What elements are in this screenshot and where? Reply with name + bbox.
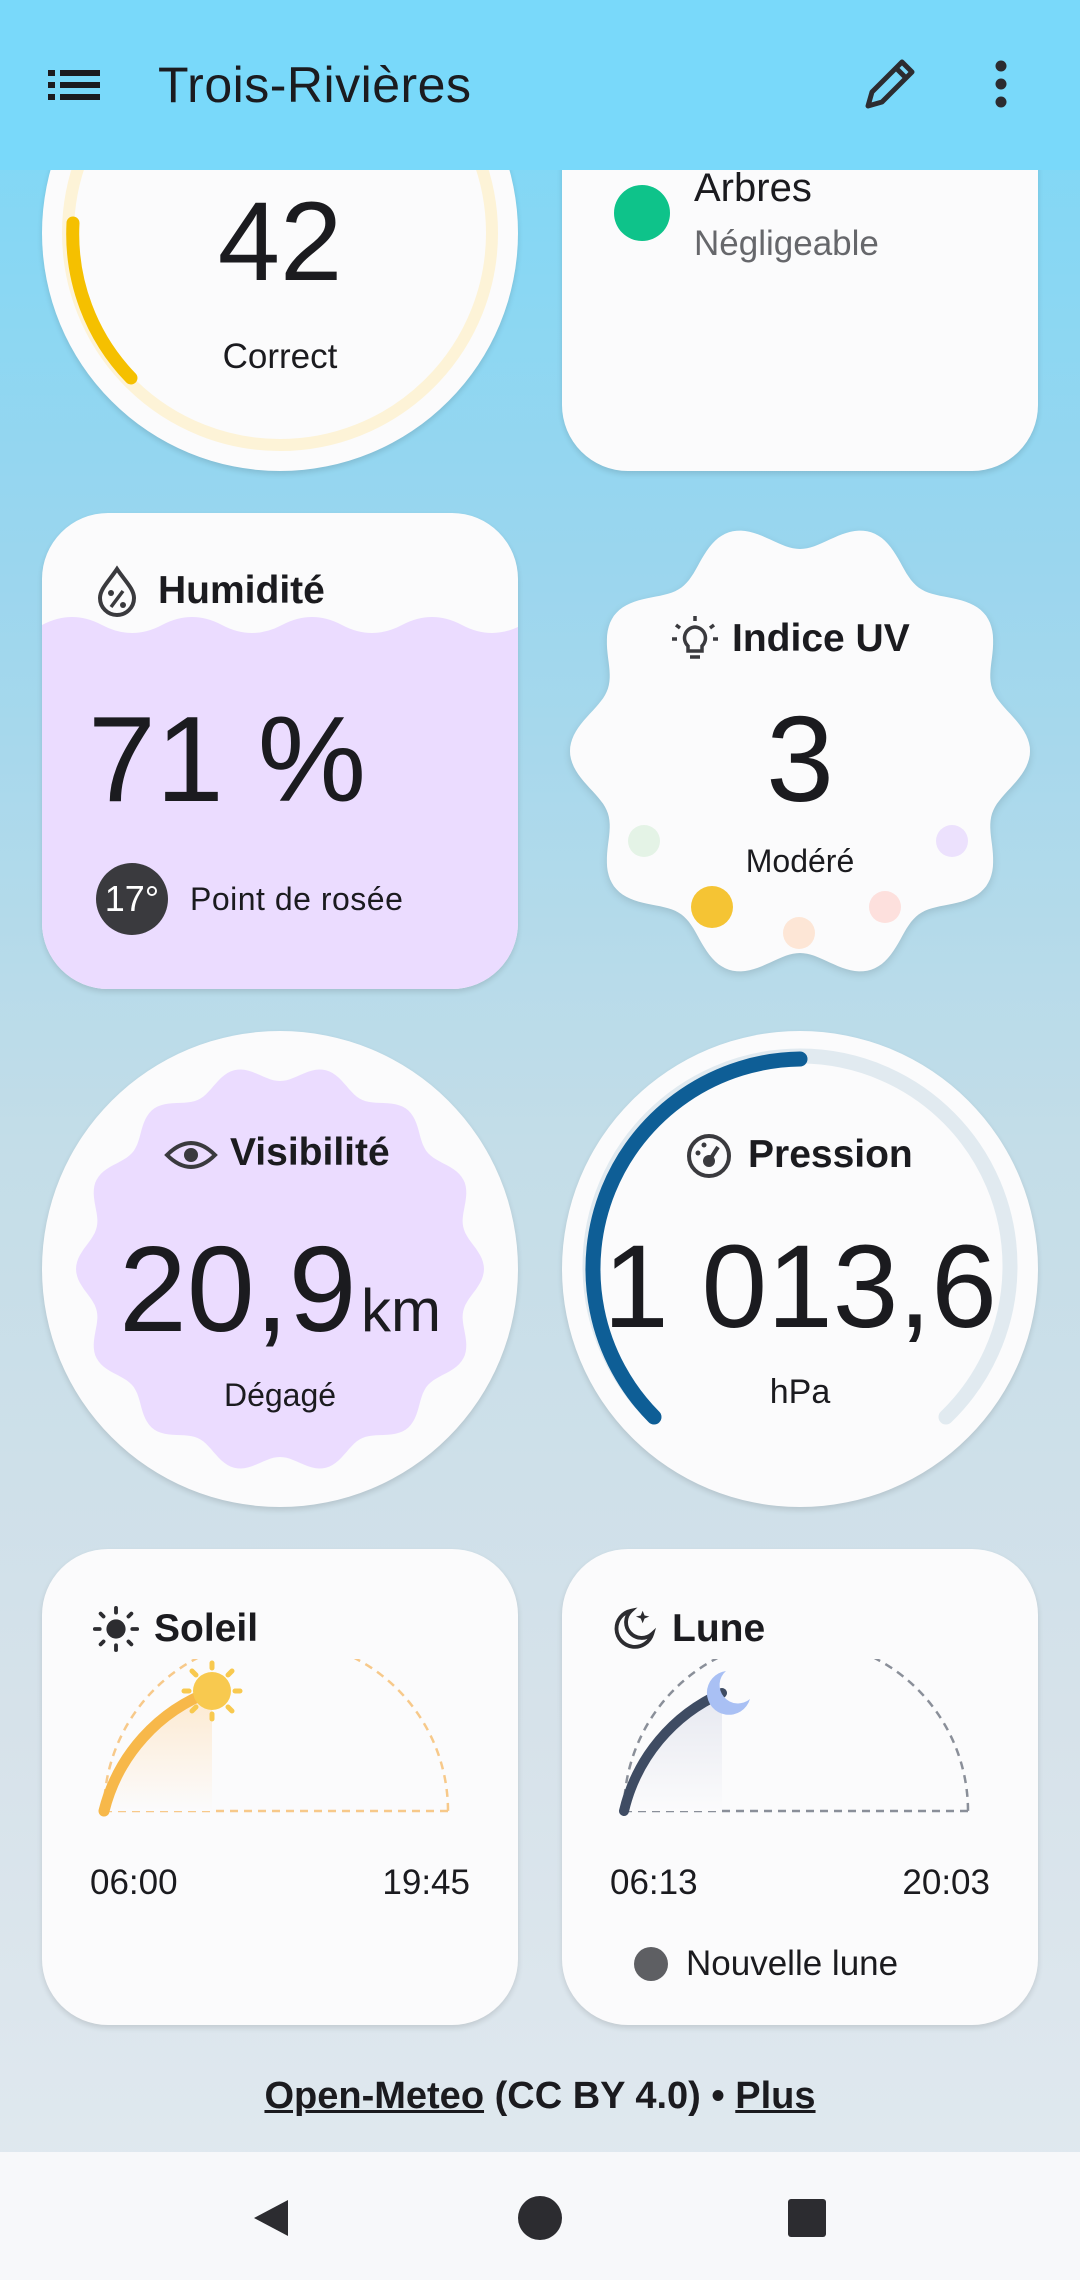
eye-icon	[164, 1141, 218, 1169]
edit-icon[interactable]	[858, 52, 922, 116]
sun-icon	[92, 1605, 140, 1653]
humidity-card[interactable]: Humidité 71 % 17° Point de rosée	[42, 513, 518, 989]
pressure-card[interactable]: Pression 1 013,6 hPa	[562, 1031, 1038, 1507]
moon-position-marker	[706, 1671, 750, 1715]
back-icon[interactable]	[248, 2196, 292, 2240]
pressure-title: Pression	[748, 1133, 913, 1176]
moonset-time: 20:03	[902, 1863, 990, 1902]
uv-index-card[interactable]: Indice UV 3 Modéré	[562, 513, 1038, 989]
visibility-blob	[76, 1069, 484, 1469]
moon-card[interactable]: Lune 06:13 20:03 Nouvelle lune	[562, 1549, 1038, 2025]
sun-card[interactable]: Soleil 06:00 19:45	[42, 1549, 518, 2025]
visibility-unit: km	[360, 1277, 441, 1344]
humidity-value: 71 %	[88, 691, 367, 827]
dew-point-badge: 17°	[96, 863, 168, 935]
uv-status: Modéré	[745, 843, 855, 879]
uv-value: 3	[766, 691, 834, 827]
uv-bulb-icon	[672, 616, 718, 659]
pollen-dot	[614, 185, 670, 241]
recents-icon[interactable]	[786, 2197, 828, 2239]
moonrise-time: 06:13	[610, 1863, 698, 1902]
visibility-reading: 20,9 km	[42, 1219, 518, 1359]
location-title[interactable]: Trois-Rivières	[158, 57, 472, 113]
pressure-value: 1 013,6	[603, 1221, 997, 1353]
pressure-gauge	[582, 1048, 1018, 1425]
uv-level-dot-1	[628, 825, 660, 857]
moon-phase-label: Nouvelle lune	[686, 1944, 899, 1983]
humidity-title: Humidité	[158, 569, 325, 612]
sun-arc	[98, 1659, 450, 1817]
pollen-label: Arbres	[694, 166, 812, 210]
license-text: (CC BY 4.0)	[494, 2075, 701, 2117]
moon-icon	[614, 1607, 657, 1649]
uv-level-dot-2	[691, 886, 733, 928]
air-quality-status: Correct	[222, 337, 338, 376]
humidity-icon	[97, 565, 137, 617]
uv-level-dot-3	[783, 917, 815, 949]
system-nav-bar	[0, 2152, 1080, 2280]
menu-icon[interactable]	[44, 60, 104, 110]
gauge-icon	[687, 1134, 731, 1178]
uv-level-dot-5	[936, 825, 968, 857]
visibility-title: Visibilité	[230, 1131, 390, 1174]
more-link[interactable]: Plus	[735, 2075, 816, 2117]
separator: •	[711, 2075, 725, 2117]
dew-point-label: Point de rosée	[190, 881, 404, 917]
visibility-value: 20,9	[119, 1221, 357, 1357]
sunset-time: 19:45	[382, 1863, 470, 1902]
open-meteo-link[interactable]: Open-Meteo	[264, 2075, 485, 2117]
uv-title: Indice UV	[732, 617, 910, 660]
visibility-card[interactable]: Visibilité 20,9 km Dégagé	[42, 1031, 518, 1507]
sunrise-time: 06:00	[90, 1863, 178, 1902]
moon-title: Lune	[672, 1607, 766, 1650]
moon-arc	[619, 1659, 970, 1816]
more-vert-icon[interactable]	[976, 52, 1026, 116]
app-bar: Trois-Rivières	[0, 0, 1080, 170]
pollen-status: Négligeable	[694, 224, 879, 263]
pressure-unit: hPa	[769, 1373, 831, 1411]
attribution: Open-Meteo (CC BY 4.0) • Plus	[0, 2075, 1080, 2118]
visibility-status: Dégagé	[223, 1377, 337, 1413]
sun-title: Soleil	[154, 1607, 259, 1650]
moon-phase-icon	[634, 1947, 668, 1981]
air-quality-value: 42	[217, 179, 343, 304]
sun-position-marker	[181, 1660, 243, 1722]
uv-level-dot-4	[869, 891, 901, 923]
home-icon[interactable]	[516, 2194, 564, 2242]
